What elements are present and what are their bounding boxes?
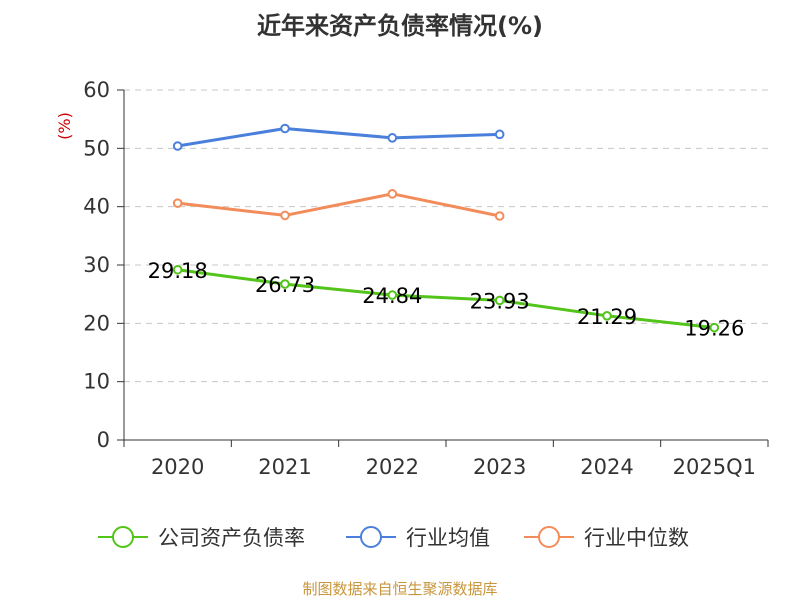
data-label: 26.73 (255, 273, 315, 297)
data-point[interactable] (280, 123, 290, 134)
data-point[interactable] (494, 295, 505, 306)
y-tick-label: 40 (83, 195, 110, 219)
data-point[interactable] (387, 189, 398, 199)
data-point[interactable] (280, 279, 290, 289)
legend-swatch-marker (112, 526, 134, 548)
data-labels: 29.18 26.73 24.84 23.93 21.29 19.26 (148, 259, 745, 341)
axes: 0 10 20 30 40 50 60 2020 2021 2022 2023 2024 2025Q1 (83, 78, 769, 479)
y-tick-label: 20 (83, 311, 110, 335)
series-line-0 (177, 268, 715, 330)
data-point[interactable] (172, 198, 183, 208)
series-lines (172, 123, 720, 333)
data-point[interactable] (602, 311, 612, 321)
y-tick-label: 50 (83, 136, 110, 160)
y-tick-label: 60 (83, 78, 110, 102)
data-point[interactable] (172, 141, 183, 151)
data-label: 23.93 (470, 289, 530, 313)
gridlines (124, 89, 768, 383)
series-line-1 (177, 127, 500, 148)
data-point[interactable] (494, 211, 505, 221)
x-tick-label: 2021 (258, 455, 311, 479)
data-point[interactable] (387, 290, 398, 300)
source-note: 制图数据来自恒生聚源数据库 (302, 580, 497, 598)
data-label: 29.18 (148, 259, 208, 283)
y-tick-label: 0 (97, 428, 110, 452)
legend-item-label[interactable]: 公司资产负债率 (158, 526, 305, 550)
legend-swatch-marker (360, 526, 382, 548)
data-label: 21.29 (577, 305, 637, 329)
data-point[interactable] (387, 133, 398, 143)
y-axis-label: (%) (55, 112, 74, 140)
y-tick-label: 10 (83, 370, 110, 394)
legend[interactable]: 公司资产负债率 行业均值 行业中位数 (98, 526, 689, 550)
data-point[interactable] (172, 264, 183, 275)
x-tick-label: 2020 (151, 455, 204, 479)
legend-swatch-marker (538, 526, 560, 548)
data-point[interactable] (494, 129, 505, 140)
data-label: 19.26 (684, 317, 744, 341)
x-tick-label: 2022 (366, 455, 419, 479)
x-tick-label: 2025Q1 (673, 455, 756, 479)
chart-title: 近年来资产负债率情况(%) (257, 12, 543, 40)
legend-item-label[interactable]: 行业均值 (406, 526, 490, 550)
data-point[interactable] (709, 322, 720, 333)
series-line-2 (177, 192, 500, 218)
data-point[interactable] (280, 210, 290, 221)
legend-item-label[interactable]: 行业中位数 (584, 526, 689, 550)
data-label: 24.84 (362, 284, 422, 308)
y-tick-label: 30 (83, 253, 110, 277)
x-tick-label: 2024 (580, 455, 633, 479)
x-tick-label: 2023 (473, 455, 526, 479)
